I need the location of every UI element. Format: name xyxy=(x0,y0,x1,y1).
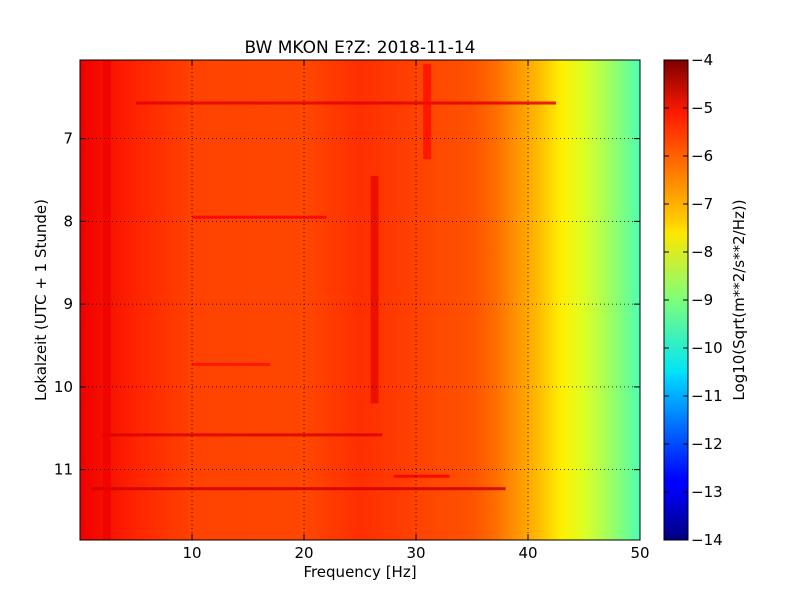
heatmap-features xyxy=(91,60,556,540)
colorbar-tick-label: −10 xyxy=(691,339,723,357)
heatmap-base xyxy=(80,60,640,540)
heatmap-horizontal-line xyxy=(102,433,383,437)
x-tick-label: 40 xyxy=(518,544,537,562)
y-tick-label: 11 xyxy=(54,461,73,479)
plot-area xyxy=(79,59,641,541)
x-tick-label: 50 xyxy=(630,544,649,562)
x-axis-label: Frequency [Hz] xyxy=(303,563,416,581)
y-tick-label: 9 xyxy=(63,295,73,313)
heatmap-horizontal-line xyxy=(192,215,327,219)
x-tick-label: 20 xyxy=(294,544,313,562)
colorbar-tick-label: −14 xyxy=(691,531,723,549)
colorbar-tick-label: −7 xyxy=(691,195,713,213)
heatmap-horizontal-line xyxy=(393,474,450,478)
colorbar-tick-label: −8 xyxy=(691,243,713,261)
colorbar-tick-label: −9 xyxy=(691,291,713,309)
x-tick-label: 30 xyxy=(406,544,425,562)
plot-frame xyxy=(79,59,641,541)
heatmap-horizontal-line xyxy=(192,363,271,367)
colorbar-label: Log10(Sqrt(m**2/s**2/Hz)) xyxy=(730,199,748,400)
y-tick-label: 8 xyxy=(63,212,73,230)
colorbar-tick-label: −4 xyxy=(691,51,713,69)
heatmap-vertical-band xyxy=(423,64,432,160)
y-tick-label: 7 xyxy=(63,130,73,148)
heatmap-horizontal-line xyxy=(91,487,506,491)
y-tick-label: 10 xyxy=(54,378,73,396)
colorbar-tick-label: −13 xyxy=(691,483,723,501)
colorbar: −4 −5 −6 −7 −8 −9 −10 −11 −12 −13 −14 Log10(Sqrt(m… xyxy=(663,51,748,549)
heatmap-horizontal-line xyxy=(136,101,556,105)
y-axis-label: Lokalzeit (UTC + 1 Stunde) xyxy=(32,199,50,401)
x-axis: 10 20 30 40 50 xyxy=(182,60,650,562)
x-tick-label: 10 xyxy=(182,544,201,562)
heatmap-vertical-band xyxy=(370,175,379,404)
grid-lines xyxy=(80,60,640,540)
y-axis: 7 8 9 10 11 xyxy=(54,130,640,479)
colorbar-tick-label: −6 xyxy=(691,147,713,165)
colorbar-ticks: −4 −5 −6 −7 −8 −9 −10 −11 −12 −13 −14 xyxy=(664,51,723,549)
chart-title: BW MKON E?Z: 2018-11-14 xyxy=(245,38,476,58)
heatmap-vertical-band xyxy=(102,60,111,540)
colorbar-tick-label: −5 xyxy=(691,99,713,117)
colorbar-tick-label: −12 xyxy=(691,435,723,453)
colorbar-tick-label: −11 xyxy=(691,387,723,405)
